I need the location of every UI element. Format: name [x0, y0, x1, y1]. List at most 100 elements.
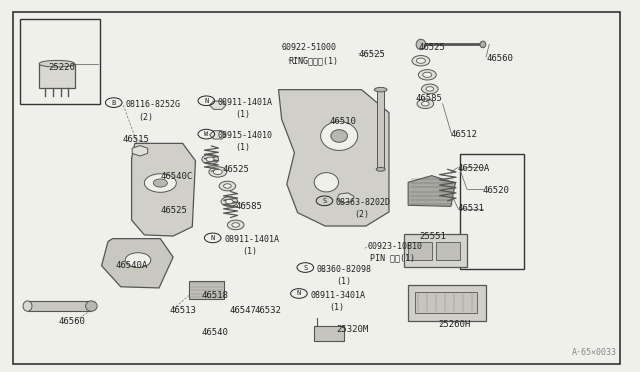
Circle shape: [225, 199, 233, 204]
Text: 00923-10B10: 00923-10B10: [368, 241, 423, 250]
Text: (2): (2): [138, 113, 153, 122]
Ellipse shape: [86, 301, 97, 311]
Text: 46540: 46540: [202, 328, 228, 337]
Text: 46560: 46560: [58, 317, 85, 326]
Circle shape: [219, 181, 236, 191]
Text: S: S: [323, 198, 326, 204]
Bar: [461, 154, 524, 269]
Circle shape: [417, 58, 426, 63]
Text: RINGリング(1): RINGリング(1): [288, 56, 338, 65]
Circle shape: [206, 157, 214, 161]
Circle shape: [154, 179, 168, 187]
Polygon shape: [132, 145, 148, 156]
Bar: [378, 90, 384, 169]
Circle shape: [419, 70, 436, 80]
Text: 25220: 25220: [49, 63, 76, 72]
Text: 46585: 46585: [416, 94, 443, 103]
Bar: [408, 242, 433, 260]
Text: 46532: 46532: [255, 306, 282, 315]
Text: 08363-8202D: 08363-8202D: [336, 198, 391, 207]
Bar: [28, 301, 92, 311]
Circle shape: [232, 223, 239, 227]
Text: 46540C: 46540C: [161, 172, 193, 181]
Circle shape: [412, 55, 430, 66]
Circle shape: [221, 197, 237, 206]
Circle shape: [426, 87, 434, 91]
Text: 46510: 46510: [330, 117, 356, 126]
Text: PIN ピン(1): PIN ピン(1): [370, 254, 415, 263]
Text: (1): (1): [336, 277, 351, 286]
Text: 46540A: 46540A: [116, 261, 148, 270]
Circle shape: [213, 169, 222, 174]
Bar: [20, 19, 100, 105]
Bar: [314, 326, 344, 341]
Ellipse shape: [314, 173, 339, 192]
Polygon shape: [337, 193, 354, 203]
Text: N: N: [211, 235, 215, 241]
Polygon shape: [209, 131, 226, 139]
Text: (1): (1): [242, 247, 257, 256]
Text: 08911-1401A: 08911-1401A: [218, 98, 273, 107]
Ellipse shape: [39, 60, 75, 67]
Text: B: B: [111, 100, 116, 106]
Text: 46525: 46525: [419, 42, 446, 51]
Circle shape: [209, 167, 227, 177]
Text: 25260H: 25260H: [438, 321, 470, 330]
Bar: [436, 242, 461, 260]
Text: 08360-82098: 08360-82098: [317, 265, 372, 274]
Circle shape: [423, 72, 432, 77]
Text: 08911-3401A: 08911-3401A: [310, 291, 365, 300]
Text: 46585: 46585: [236, 202, 262, 211]
Text: 46560: 46560: [486, 54, 513, 62]
Ellipse shape: [480, 41, 486, 48]
Text: 46525: 46525: [223, 165, 250, 174]
Text: 25551: 25551: [419, 231, 446, 241]
Text: 46513: 46513: [170, 306, 197, 315]
Text: 25320M: 25320M: [336, 325, 368, 334]
Ellipse shape: [23, 301, 32, 311]
Circle shape: [417, 99, 434, 109]
Circle shape: [223, 184, 231, 188]
Text: 46547: 46547: [229, 306, 256, 315]
Text: (2): (2): [354, 210, 369, 219]
Text: 46525: 46525: [358, 50, 385, 59]
Ellipse shape: [416, 39, 426, 49]
Circle shape: [422, 102, 429, 106]
Circle shape: [227, 220, 244, 230]
Text: W: W: [204, 131, 209, 137]
Polygon shape: [102, 238, 173, 288]
Polygon shape: [278, 90, 389, 226]
Text: 46518: 46518: [202, 291, 228, 300]
Text: 46520A: 46520A: [458, 164, 490, 173]
Circle shape: [125, 253, 151, 267]
Bar: [415, 292, 477, 313]
Polygon shape: [132, 143, 195, 236]
Bar: [404, 234, 467, 267]
Text: 08116-8252G: 08116-8252G: [125, 100, 180, 109]
Text: 08915-14010: 08915-14010: [218, 131, 273, 141]
Ellipse shape: [374, 87, 387, 92]
Bar: [408, 285, 486, 321]
Ellipse shape: [376, 167, 385, 171]
Text: 08911-1401A: 08911-1401A: [224, 235, 279, 244]
Bar: [39, 64, 75, 88]
Text: N: N: [297, 291, 301, 296]
Text: 00922-51000: 00922-51000: [282, 42, 337, 51]
Text: 46512: 46512: [451, 130, 478, 140]
Text: S: S: [303, 264, 307, 270]
Circle shape: [202, 154, 218, 164]
Text: 46531: 46531: [458, 205, 484, 214]
Text: 46520: 46520: [483, 186, 509, 195]
Text: N: N: [204, 98, 209, 104]
Polygon shape: [209, 101, 226, 109]
Polygon shape: [408, 176, 456, 206]
Circle shape: [422, 84, 438, 94]
Ellipse shape: [331, 130, 348, 142]
Bar: [189, 281, 224, 299]
Ellipse shape: [321, 122, 358, 150]
Text: A·65×0033: A·65×0033: [572, 348, 617, 357]
Text: (1): (1): [330, 303, 344, 312]
Text: 46515: 46515: [122, 135, 149, 144]
Text: (1): (1): [236, 143, 251, 152]
Text: 46525: 46525: [161, 206, 188, 215]
